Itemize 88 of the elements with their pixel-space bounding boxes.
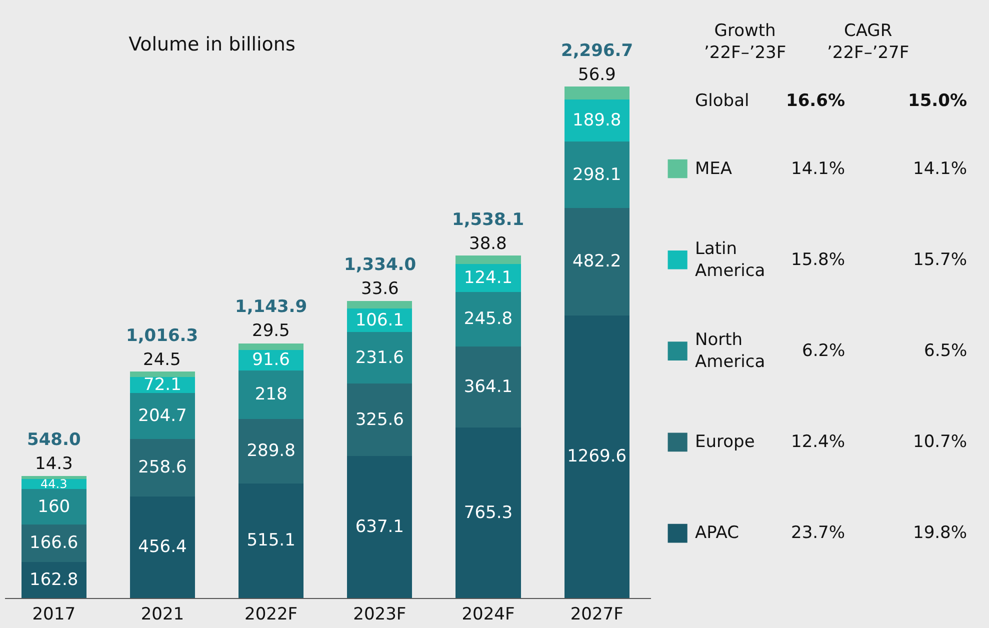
text: CAGR ’22F–’27F bbox=[827, 21, 910, 64]
data-label: 106.1 bbox=[355, 310, 404, 330]
data-label: 218 bbox=[254, 384, 288, 405]
text: 14.1% bbox=[791, 159, 846, 179]
bar bbox=[456, 292, 521, 347]
x-tick-label: 2023F bbox=[353, 604, 406, 624]
legend-label: Latin America bbox=[695, 239, 766, 282]
bar bbox=[347, 456, 412, 598]
bar bbox=[347, 332, 412, 384]
bar bbox=[21, 524, 86, 562]
data-label: 166.6 bbox=[30, 533, 78, 554]
legend-label: North America bbox=[695, 330, 766, 372]
text: 6.2% bbox=[802, 341, 846, 361]
bar bbox=[21, 476, 86, 480]
data-label: 364.1 bbox=[464, 377, 513, 398]
data-label: 258.6 bbox=[138, 458, 187, 478]
data-label: 637.1 bbox=[355, 517, 404, 538]
data-label: 44.3 bbox=[40, 477, 68, 492]
bar bbox=[564, 99, 630, 142]
text: Growth ’22F–’23F bbox=[704, 21, 786, 64]
bar bbox=[456, 428, 521, 598]
data-label: 515.1 bbox=[246, 530, 296, 551]
bar bbox=[564, 208, 630, 316]
text: 16.6% bbox=[786, 91, 845, 111]
bar bbox=[130, 372, 196, 378]
bar bbox=[564, 142, 630, 208]
data-label: 56.9 bbox=[578, 65, 616, 85]
total-label: 548.0 bbox=[27, 430, 81, 450]
data-label: 204.7 bbox=[138, 406, 187, 426]
bar bbox=[130, 393, 196, 439]
data-label: 189.8 bbox=[572, 110, 622, 130]
x-tick-label: 2022F bbox=[244, 604, 298, 624]
legend-label: MEA bbox=[695, 159, 732, 179]
bar bbox=[456, 346, 521, 428]
text: 19.8% bbox=[913, 523, 968, 543]
text: 12.4% bbox=[791, 432, 846, 452]
total-label: 1,016.3 bbox=[126, 326, 198, 346]
total-label: 1,143.9 bbox=[235, 297, 308, 317]
data-label: 289.8 bbox=[246, 441, 296, 462]
data-label: 231.6 bbox=[355, 348, 404, 368]
bar bbox=[564, 86, 630, 100]
bar bbox=[456, 256, 521, 264]
text: 15.0% bbox=[908, 91, 967, 111]
data-label: 72.1 bbox=[144, 375, 182, 396]
bar bbox=[238, 370, 304, 419]
data-label: 91.6 bbox=[252, 350, 290, 370]
total-label: 2,296.7 bbox=[561, 41, 634, 61]
bar bbox=[347, 301, 412, 308]
text: 6.5% bbox=[924, 341, 968, 361]
x-tick-label: 2024F bbox=[462, 604, 515, 624]
bar bbox=[347, 384, 412, 456]
bar bbox=[130, 496, 196, 598]
data-label: 38.8 bbox=[469, 234, 507, 254]
data-label: 24.5 bbox=[143, 350, 181, 370]
data-label: 29.5 bbox=[252, 321, 290, 341]
x-tick-label: 2027F bbox=[570, 604, 624, 624]
text: 14.1% bbox=[913, 159, 968, 179]
data-label: 1269.6 bbox=[567, 446, 627, 467]
data-label: 298.1 bbox=[572, 164, 622, 185]
data-label: 33.6 bbox=[361, 279, 399, 299]
data-label: 765.3 bbox=[464, 502, 513, 523]
data-label: 482.2 bbox=[572, 252, 622, 272]
bar bbox=[456, 264, 521, 292]
bar bbox=[238, 343, 304, 350]
data-label: 325.6 bbox=[355, 410, 404, 430]
text: Global bbox=[695, 91, 750, 111]
total-label: 1,334.0 bbox=[344, 255, 416, 275]
bar bbox=[238, 483, 304, 598]
text: 15.7% bbox=[913, 250, 968, 270]
data-label: 160 bbox=[38, 496, 70, 517]
chart-title: Volume in billions bbox=[128, 34, 296, 56]
data-label: 162.8 bbox=[30, 570, 78, 590]
x-tick-label: 2021 bbox=[140, 604, 184, 624]
bar bbox=[21, 489, 86, 525]
data-label: 14.3 bbox=[35, 454, 73, 474]
legend-label: APAC bbox=[695, 523, 739, 543]
data-label: 124.1 bbox=[464, 268, 513, 288]
x-tick-label: 2017 bbox=[32, 604, 76, 624]
total-label: 1,538.1 bbox=[452, 210, 524, 230]
legend-label: Europe bbox=[695, 432, 755, 452]
text: 10.7% bbox=[913, 432, 968, 452]
text: 23.7% bbox=[791, 523, 846, 543]
bar bbox=[564, 315, 630, 598]
bar bbox=[130, 438, 196, 496]
data-label: 245.8 bbox=[464, 309, 513, 330]
text: 15.8% bbox=[791, 250, 846, 270]
data-label: 456.4 bbox=[138, 537, 187, 558]
bar bbox=[238, 418, 304, 484]
